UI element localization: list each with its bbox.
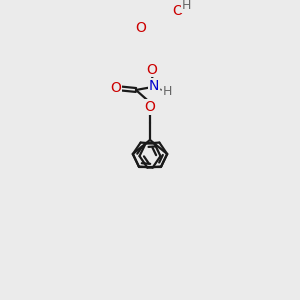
Polygon shape: [155, 52, 173, 66]
Text: H: H: [163, 85, 172, 98]
Text: N: N: [149, 79, 159, 93]
Text: O: O: [110, 81, 121, 95]
Text: O: O: [145, 100, 155, 114]
Text: O: O: [146, 63, 157, 77]
Text: O: O: [135, 21, 146, 35]
Text: O: O: [172, 4, 183, 18]
Text: H: H: [182, 0, 191, 12]
